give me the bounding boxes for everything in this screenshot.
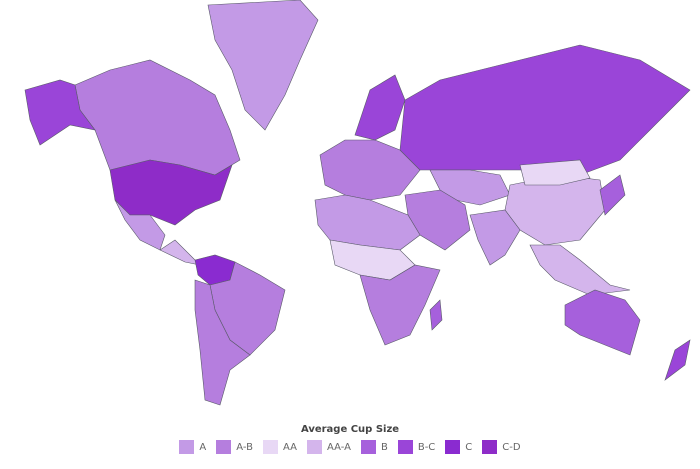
region-japan[interactable]	[599, 174, 626, 216]
legend-swatch	[397, 440, 413, 454]
legend-item-c-d[interactable]: C-D	[482, 440, 521, 454]
region-mongolia[interactable]	[519, 159, 591, 186]
legend-title: Average Cup Size	[300, 424, 400, 435]
region-russia[interactable]	[399, 44, 691, 176]
region-australia[interactable]	[564, 289, 641, 356]
region-scandinavia[interactable]	[354, 74, 406, 141]
legend-label: B-C	[417, 441, 436, 453]
legend-swatch	[306, 440, 322, 454]
legend: Average Cup Size A A-B AA AA-A B B-C C C-D	[0, 424, 700, 454]
legend-item-c[interactable]: C	[445, 440, 472, 454]
legend-swatch	[216, 440, 232, 454]
legend-swatch	[179, 440, 195, 454]
legend-item-a[interactable]: A	[179, 440, 206, 454]
region-central-america[interactable]	[159, 239, 201, 266]
legend-label: A-B	[236, 441, 253, 453]
region-southern-africa[interactable]	[359, 264, 441, 346]
legend-label: A	[199, 441, 207, 453]
legend-item-a-b[interactable]: A-B	[216, 440, 253, 454]
legend-swatch	[445, 440, 461, 454]
region-canada[interactable]	[74, 59, 241, 176]
region-india[interactable]	[469, 209, 521, 266]
region-greenland[interactable]	[207, 0, 319, 131]
region-madagascar[interactable]	[429, 299, 443, 331]
legend-label: AA-A	[326, 441, 351, 453]
region-north-africa[interactable]	[314, 194, 421, 251]
region-mexico[interactable]	[114, 199, 166, 251]
legend-item-b[interactable]: B	[360, 440, 388, 454]
legend-label: C	[465, 441, 473, 453]
region-southern-south-america[interactable]	[194, 279, 251, 406]
region-new-zealand[interactable]	[664, 339, 691, 381]
legend-swatch	[263, 440, 278, 454]
legend-item-b-c[interactable]: B-C	[397, 440, 436, 454]
legend-swatch	[360, 440, 376, 454]
legend-swatch	[482, 440, 498, 454]
region-southeast-asia[interactable]	[529, 244, 631, 296]
legend-item-aa-a[interactable]: AA-A	[306, 440, 351, 454]
region-europe[interactable]	[319, 139, 421, 201]
world-map	[24, 0, 691, 406]
legend-item-aa[interactable]: AA	[263, 440, 297, 454]
legend-label: C-D	[502, 441, 521, 453]
legend-label: AA	[283, 441, 297, 453]
region-china[interactable]	[504, 174, 606, 246]
region-alaska[interactable]	[24, 79, 96, 146]
legend-label: B	[380, 441, 388, 453]
